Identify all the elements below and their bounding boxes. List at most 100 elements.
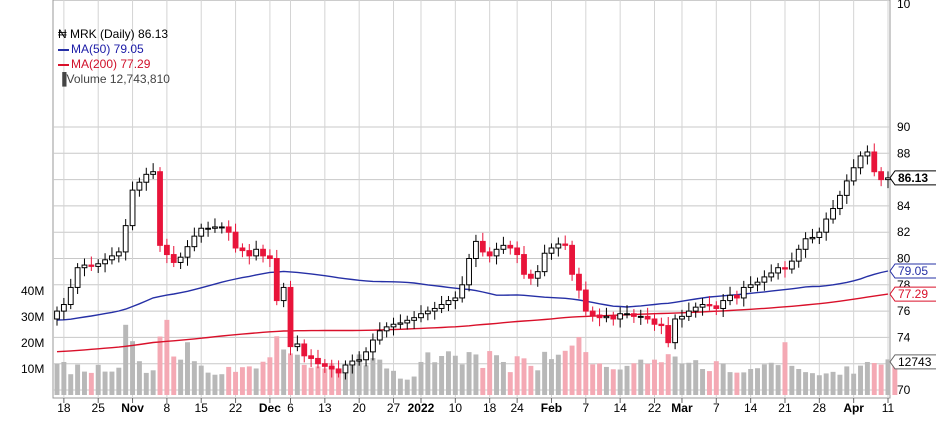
candle-body bbox=[603, 315, 610, 319]
value-tag-box bbox=[889, 354, 936, 370]
candle-body bbox=[692, 306, 699, 312]
candle-body bbox=[679, 315, 685, 320]
candle-body bbox=[713, 305, 720, 309]
volume-bar bbox=[569, 345, 575, 395]
candle-body bbox=[830, 208, 836, 220]
volume-bar bbox=[555, 354, 561, 395]
candle-body bbox=[782, 267, 788, 270]
date-tick-label: 24 bbox=[510, 401, 524, 415]
candle-body bbox=[795, 248, 802, 262]
volume-bar bbox=[191, 361, 197, 395]
candle-body bbox=[775, 267, 782, 274]
plot-frame bbox=[52, 0, 891, 399]
volume-bar bbox=[507, 372, 513, 395]
volume-bar bbox=[253, 368, 259, 395]
volume-bar bbox=[439, 356, 445, 395]
date-tick-label: 18 bbox=[57, 401, 71, 415]
volume-bar bbox=[864, 361, 870, 395]
candle-body bbox=[843, 180, 850, 196]
candle-body bbox=[788, 260, 795, 270]
candle-body bbox=[658, 323, 665, 327]
candle-body bbox=[411, 317, 418, 321]
candle-body bbox=[747, 284, 754, 288]
candle-body bbox=[115, 251, 122, 257]
candle-body bbox=[637, 315, 644, 318]
candle-body bbox=[617, 313, 624, 320]
volume-bar bbox=[645, 363, 651, 395]
volume-bar bbox=[748, 369, 754, 395]
candle-body bbox=[198, 227, 205, 237]
volume-bar bbox=[761, 364, 767, 395]
candle-body bbox=[514, 247, 521, 256]
volume-bar bbox=[459, 364, 465, 395]
volume-bar bbox=[95, 364, 101, 395]
volume-bar bbox=[260, 361, 266, 395]
candle-body bbox=[102, 259, 108, 265]
value-tag-label: 12743 bbox=[898, 355, 932, 369]
candle-body bbox=[74, 267, 81, 288]
volume-bar bbox=[576, 337, 582, 395]
volume-bar bbox=[713, 361, 719, 395]
candle-body bbox=[273, 258, 280, 302]
candle-body bbox=[163, 244, 170, 256]
candle-body bbox=[809, 236, 816, 240]
ma200-swatch-icon bbox=[58, 63, 69, 66]
volume-bar bbox=[679, 363, 685, 395]
candle-body bbox=[390, 323, 397, 328]
candle-body bbox=[507, 244, 514, 249]
volume-tick-label: 40M bbox=[21, 284, 44, 298]
ma50-swatch-icon bbox=[58, 48, 69, 51]
candle-body bbox=[727, 294, 733, 302]
candle-body bbox=[143, 173, 150, 183]
volume-bar bbox=[123, 324, 129, 395]
volume-bar bbox=[212, 374, 218, 395]
date-tick-label: Dec bbox=[259, 401, 281, 415]
volume-bar bbox=[411, 376, 417, 395]
candle-body bbox=[376, 330, 383, 341]
candle-body bbox=[768, 272, 775, 278]
candle-body bbox=[88, 264, 95, 267]
volume-bar bbox=[624, 365, 630, 395]
candle-body bbox=[239, 247, 246, 252]
volume-bar bbox=[336, 370, 342, 395]
volume-tick-label: 20M bbox=[21, 336, 44, 350]
candle-body bbox=[685, 310, 692, 317]
candle-body bbox=[266, 255, 273, 259]
candle-body bbox=[150, 171, 157, 175]
candle-body bbox=[624, 313, 630, 316]
date-tick-label: 6 bbox=[287, 401, 294, 415]
volume-bar bbox=[665, 354, 671, 395]
volume-bar bbox=[130, 341, 136, 395]
date-tick-label: 20 bbox=[353, 401, 367, 415]
candle-body bbox=[610, 315, 617, 320]
candle-body bbox=[424, 310, 431, 315]
price-tick-label: 88 bbox=[897, 146, 911, 160]
candle-body bbox=[445, 300, 452, 306]
volume-bar bbox=[198, 365, 204, 395]
volume-bar bbox=[583, 352, 589, 395]
volume-bar bbox=[858, 365, 864, 395]
legend-ma50: MA(50) 79.05 bbox=[58, 42, 170, 57]
price-tick-label: 70 bbox=[897, 383, 911, 397]
date-tick-label: Mar bbox=[671, 401, 693, 415]
candle-body bbox=[699, 304, 706, 308]
volume-bar bbox=[796, 369, 802, 395]
candle-body bbox=[576, 273, 582, 291]
volume-bar bbox=[315, 366, 321, 395]
candle-body bbox=[823, 218, 830, 233]
volume-bar bbox=[597, 363, 603, 395]
candle-body bbox=[191, 235, 198, 248]
value-tag-label: 86.13 bbox=[898, 171, 928, 185]
candle-body bbox=[157, 171, 163, 246]
volume-bar bbox=[418, 361, 424, 395]
volume-bar bbox=[562, 350, 568, 395]
candle-body bbox=[218, 226, 225, 229]
volume-bar bbox=[102, 371, 108, 395]
candle-body bbox=[630, 313, 637, 317]
candle-body bbox=[665, 325, 672, 344]
chart-legend: ₦ MRK (Daily) 86.13 MA(50) 79.05 MA(200)… bbox=[58, 27, 170, 87]
candle-body bbox=[308, 355, 315, 359]
volume-bars-icon: ▐ bbox=[58, 72, 67, 86]
volume-bar bbox=[755, 368, 760, 395]
volume-bar bbox=[693, 360, 699, 395]
